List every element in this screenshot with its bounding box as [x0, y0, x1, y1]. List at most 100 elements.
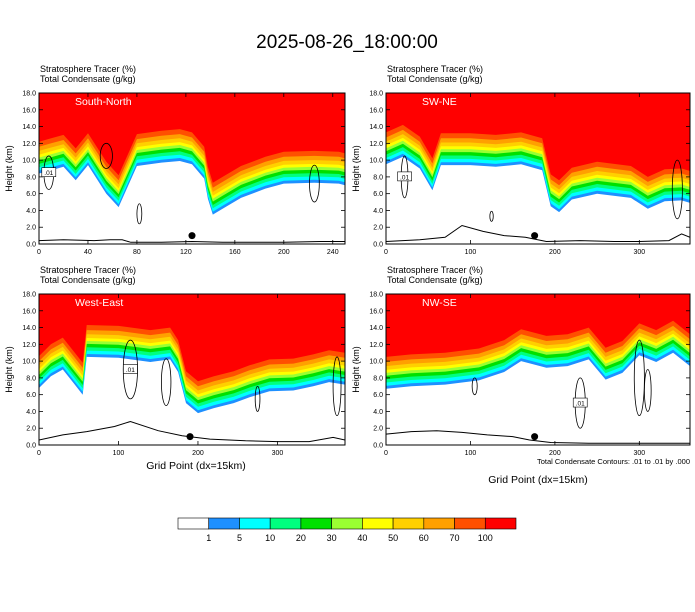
- panel-header-tracer: Stratosphere Tracer (%): [387, 64, 483, 74]
- y-tick-label: 12.0: [22, 342, 36, 349]
- x-tick-label: 240: [327, 249, 339, 256]
- panels-group: Stratosphere Tracer (%)Total Condensate …: [4, 64, 691, 457]
- x-tick-label: 160: [229, 249, 241, 256]
- colorbar-label: 60: [419, 533, 429, 543]
- colorbar-swatch: [269, 517, 302, 530]
- panel-header-condensate: Total Condensate (g/kg): [40, 275, 136, 285]
- y-tick-label: 6.0: [373, 191, 383, 198]
- tracer-band-10: [386, 93, 690, 181]
- contour-label: .01: [400, 174, 409, 181]
- contour-label-box: [41, 167, 57, 177]
- y-axis-title: Height (km): [351, 346, 361, 393]
- tracer-field: .01: [386, 294, 690, 444]
- contour-label: .01: [576, 401, 585, 408]
- contour-label: .01: [44, 170, 53, 177]
- y-tick-label: 14.0: [22, 325, 36, 332]
- x-tick-label: 0: [37, 249, 41, 256]
- condensate-contour: [489, 210, 494, 222]
- y-tick-label: 10.0: [22, 158, 36, 165]
- panel-header-tracer: Stratosphere Tracer (%): [387, 265, 483, 275]
- colorbar-swatch: [362, 517, 394, 530]
- colorbar-swatch: [331, 517, 363, 530]
- x-tick-label: 80: [133, 249, 141, 256]
- xaxis-title-left: Grid Point (dx=15km): [146, 460, 246, 472]
- y-tick-label: 14.0: [369, 124, 383, 131]
- x-tick-label: 200: [192, 450, 204, 457]
- plot-frame: [38, 293, 346, 446]
- terrain-line: [386, 430, 690, 444]
- colorbar-swatch: [177, 517, 210, 530]
- colorbar-swatch: [239, 517, 271, 530]
- x-tick-label: 200: [549, 450, 561, 457]
- footnote: Total Condensate Contours: .01 to .01 by…: [537, 457, 690, 466]
- y-tick-label: 8.0: [373, 375, 383, 382]
- y-tick-label: 16.0: [369, 308, 383, 315]
- colorbar-swatch: [423, 517, 455, 530]
- colorbar-label: 5: [237, 533, 242, 543]
- panel-label: South-North: [75, 96, 132, 108]
- contour-label-box: [123, 364, 138, 374]
- colorbar-label: 100: [478, 533, 493, 543]
- y-tick-label: 18.0: [369, 292, 383, 299]
- x-tick-label: 0: [37, 450, 41, 457]
- y-axis-title: Height (km): [4, 145, 14, 192]
- colorbar-swatch: [454, 517, 486, 530]
- panel-header-condensate: Total Condensate (g/kg): [40, 74, 136, 84]
- y-axis-title: Height (km): [351, 145, 361, 192]
- x-tick-label: 0: [384, 450, 388, 457]
- x-tick-label: 100: [113, 450, 125, 457]
- x-tick-label: 100: [465, 249, 477, 256]
- y-tick-label: 8.0: [26, 174, 36, 181]
- x-tick-label: 200: [549, 249, 561, 256]
- condensate-contour: [332, 356, 342, 417]
- y-tick-label: 0.0: [373, 443, 383, 450]
- condensate-contour: [161, 358, 172, 406]
- x-tick-label: 200: [278, 249, 290, 256]
- colorbar-label: 70: [450, 533, 460, 543]
- y-tick-label: 18.0: [22, 292, 36, 299]
- contour-label: .01: [126, 367, 135, 374]
- y-tick-label: 2.0: [373, 426, 383, 433]
- panel-header-tracer: Stratosphere Tracer (%): [40, 64, 136, 74]
- colorbar-label: 20: [296, 533, 306, 543]
- panel-label: NW-SE: [422, 297, 457, 309]
- y-tick-label: 18.0: [22, 91, 36, 98]
- x-tick-label: 100: [465, 450, 477, 457]
- y-tick-label: 0.0: [26, 443, 36, 450]
- colorbar: 1 5 10 20 30 40 50 60 70 100: [177, 517, 517, 543]
- tracer-band-10: [39, 93, 345, 183]
- plot-frame: [385, 293, 691, 446]
- location-marker: [186, 433, 194, 441]
- y-tick-label: 14.0: [22, 124, 36, 131]
- tracer-field: .01: [39, 93, 345, 243]
- location-marker: [531, 232, 539, 240]
- condensate-contour: [309, 164, 320, 203]
- x-tick-label: 300: [633, 249, 645, 256]
- condensate-contour: [471, 377, 478, 396]
- contour-label-box: [572, 397, 588, 408]
- colorbar-label: 50: [388, 533, 398, 543]
- condensate-contour: [99, 142, 113, 169]
- x-tick-label: 300: [272, 450, 284, 457]
- x-tick-label: 0: [384, 249, 388, 256]
- terrain-line: [39, 420, 345, 443]
- condensate-contour: [136, 203, 143, 225]
- y-tick-label: 16.0: [22, 107, 36, 114]
- colorbar-label: 30: [327, 533, 337, 543]
- colorbar-swatch: [484, 517, 517, 530]
- y-tick-label: 2.0: [373, 225, 383, 232]
- y-tick-label: 18.0: [369, 91, 383, 98]
- xaxis-title-right: Grid Point (dx=15km): [488, 474, 588, 486]
- tracer-band-10: [39, 294, 345, 382]
- panel-label: West-East: [75, 297, 123, 309]
- panel-nwse: Stratosphere Tracer (%)Total Condensate …: [351, 265, 691, 457]
- x-tick-label: 300: [633, 450, 645, 457]
- colorbar-swatch: [300, 517, 332, 530]
- y-tick-label: 8.0: [373, 174, 383, 181]
- y-tick-label: 4.0: [26, 208, 36, 215]
- plot-frame: [38, 92, 346, 245]
- x-tick-label: 40: [84, 249, 92, 256]
- panel-label: SW-NE: [422, 96, 457, 108]
- y-tick-label: 0.0: [373, 242, 383, 249]
- x-tick-label: 120: [180, 249, 192, 256]
